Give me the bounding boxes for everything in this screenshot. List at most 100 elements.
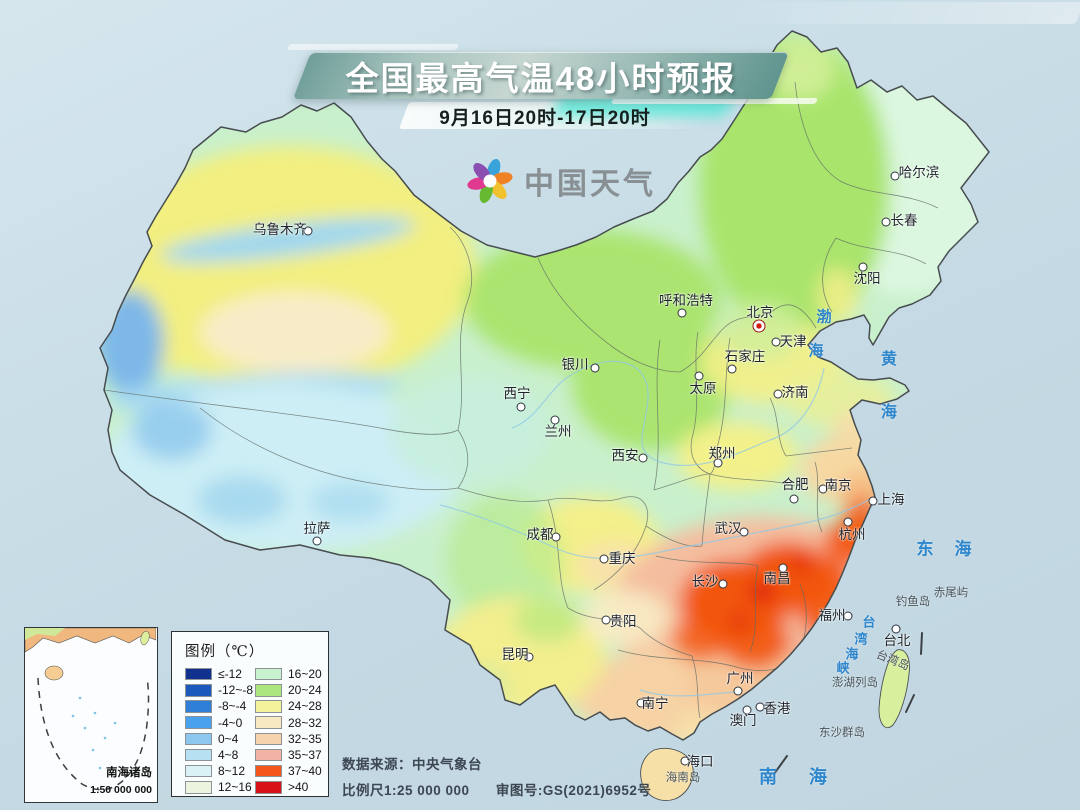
legend-row: 12~16 [185, 779, 252, 795]
city-marker [739, 527, 749, 537]
legend-label: 37~40 [288, 764, 322, 779]
sea-label: 海 [880, 404, 898, 421]
city-label: 南京 [824, 478, 852, 493]
legend-swatch [255, 667, 282, 681]
legend-row: 16~20 [255, 666, 327, 682]
legend-items: ≤-12 -12~-8 -8~-4 -4~0 0~4 4~8 8~12 12~16 16~20 2… [185, 666, 328, 796]
city-label: 北京 [746, 305, 774, 320]
legend-row: 32~35 [255, 731, 327, 747]
legend-row: 37~40 [255, 763, 327, 779]
legend-swatch [255, 700, 282, 713]
legend-label: 20~24 [288, 683, 322, 698]
city-label: 成都 [526, 527, 554, 542]
south-china-sea-inset: 南海诸岛 1:50 000 000 [24, 627, 158, 803]
city-marker [727, 364, 737, 374]
sea-label: 湾 [854, 631, 868, 647]
city-marker [881, 217, 891, 227]
city-label: 福州 [818, 608, 846, 623]
legend-swatch [255, 748, 282, 762]
city-marker [680, 756, 690, 766]
sea-label: 台 [862, 614, 876, 630]
sea-label: 海 [845, 646, 859, 662]
city-marker [550, 415, 560, 425]
city-marker [677, 308, 687, 318]
sea-label: 东 [916, 539, 934, 559]
city-marker [524, 652, 534, 662]
city-label: 长春 [890, 213, 918, 228]
province-borders [103, 81, 939, 719]
city-label: 合肥 [781, 477, 809, 492]
city-label: 济南 [781, 385, 809, 400]
legend-row: 24~28 [255, 698, 327, 714]
approval-number: 审图号:GS(2021)6952号 [495, 783, 652, 798]
city-label: 上海 [877, 492, 905, 507]
island-label: 澎湖列岛 [832, 677, 878, 689]
pinwheel-logo-icon [467, 158, 513, 204]
legend-label: >40 [288, 780, 309, 795]
legend-label: 35~37 [288, 748, 322, 763]
legend-swatch [185, 684, 212, 697]
legend-label: ≤-12 [218, 667, 242, 682]
banner-highlight [286, 44, 460, 50]
legend-swatch [255, 684, 282, 697]
city-marker [733, 686, 743, 696]
legend-row: >40 [255, 779, 327, 795]
city-label: 太原 [689, 381, 717, 396]
city-label: 台北 [883, 633, 911, 648]
city-marker [713, 458, 723, 468]
city-label: 香港 [763, 701, 791, 716]
city-marker [590, 363, 600, 373]
legend-label: -4~0 [218, 715, 243, 730]
legend-swatch [255, 764, 282, 778]
legend-title: 图例（℃） [185, 644, 265, 660]
city-marker [778, 563, 788, 573]
city-marker [771, 337, 781, 347]
city-label: 澳门 [729, 713, 757, 728]
city-label: 南昌 [763, 571, 791, 586]
legend-label: 32~35 [288, 731, 322, 746]
legend-swatch [255, 716, 282, 729]
island-label: 东沙群岛 [819, 727, 865, 739]
map-scale: 比例尺1:25 000 000 [342, 783, 470, 798]
island-label: 台湾岛 [874, 648, 911, 673]
city-label: 武汉 [714, 521, 742, 536]
city-label: 石家庄 [724, 349, 766, 364]
legend-label: -8~-4 [218, 699, 247, 714]
sea-label: 海 [808, 343, 824, 360]
city-marker [636, 698, 646, 708]
brand-logo: 中国天气 [466, 157, 656, 205]
legend-swatch [185, 716, 212, 729]
city-label: 哈尔滨 [898, 165, 940, 180]
legend-row: -12~-8 [185, 682, 253, 698]
city-marker [843, 517, 853, 527]
city-marker [868, 496, 878, 506]
city-label: 杭州 [838, 527, 866, 542]
city-marker [891, 624, 901, 634]
city-label: 拉萨 [303, 521, 331, 536]
city-label: 郑州 [708, 446, 736, 461]
city-marker [789, 494, 799, 504]
city-label: 广州 [726, 671, 754, 686]
legend-row: 4~8 [185, 747, 251, 763]
city-marker [638, 453, 648, 463]
title-banner: 全国最高气温48小时预报 [292, 52, 790, 99]
city-label: 沈阳 [853, 271, 881, 286]
city-marker [890, 171, 900, 181]
city-marker [858, 262, 868, 272]
inset-map-graphic [25, 628, 156, 791]
legend-swatch [185, 700, 212, 713]
legend-row: 35~37 [255, 747, 327, 763]
city-label: 西安 [611, 448, 639, 463]
sea-label: 黄 [880, 351, 898, 368]
rivers [439, 360, 873, 697]
city-marker [773, 389, 783, 399]
inset-scale: 1:50 000 000 [90, 784, 152, 796]
legend-row: -8~-4 [185, 698, 251, 714]
legend-row: ≤-12 [185, 666, 251, 682]
legend-swatch [255, 781, 282, 794]
sea-label: 海 [809, 767, 827, 787]
city-marker [843, 611, 853, 621]
city-marker [718, 579, 728, 589]
